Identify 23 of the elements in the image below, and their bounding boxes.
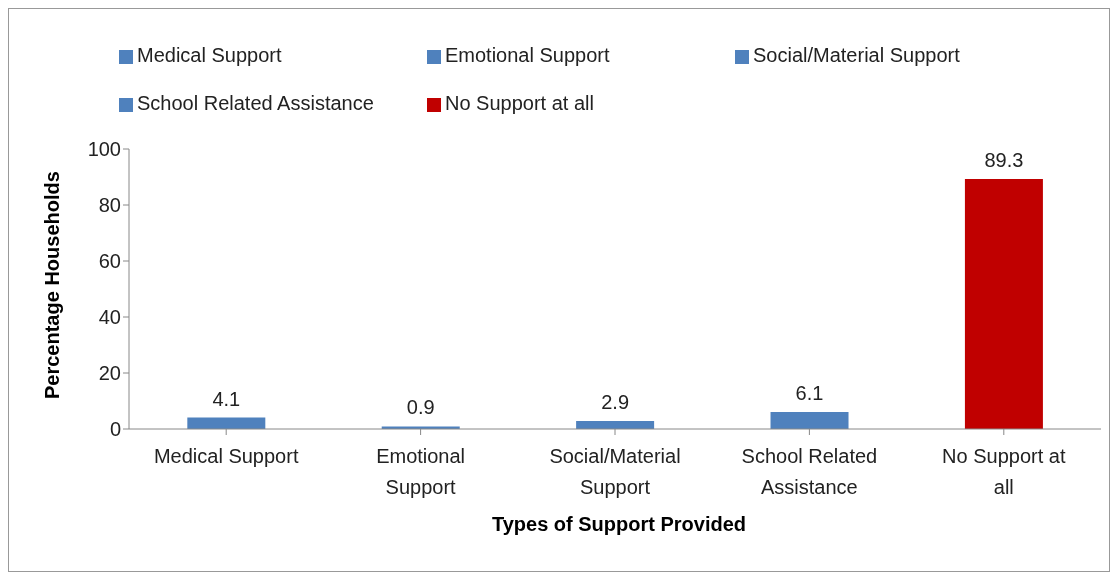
x-tick-label: School Related Assistance (741, 445, 878, 498)
x-axis-title: Types of Support Provided (490, 513, 748, 536)
data-label: 4.1 (212, 387, 241, 410)
y-tick-label: 100 (87, 138, 121, 161)
y-tick-label: 80 (98, 194, 121, 217)
legend-label: Medical Support (137, 43, 283, 68)
x-tick-label: Social/Material Support (549, 445, 681, 498)
y-tick-label: 40 (98, 306, 121, 329)
legend-label: Emotional Support (445, 43, 611, 68)
data-label: 6.1 (795, 381, 824, 404)
legend-label: No Support at all (445, 91, 595, 116)
x-tick-label: No Support at all (942, 445, 1066, 498)
y-axis-title: Percentage Households (41, 171, 64, 399)
y-tick-label: 20 (98, 362, 121, 385)
x-tick-label: Emotional Support (376, 445, 466, 498)
legend-label: School Related Assistance (137, 91, 375, 116)
data-label: 0.9 (406, 396, 435, 419)
legend-label: Social/Material Support (753, 43, 961, 68)
data-label: 89.3 (984, 148, 1024, 171)
x-tick-label: Medical Support (153, 445, 299, 467)
y-tick-label: 60 (98, 250, 121, 273)
y-tick-label: 0 (109, 418, 121, 441)
data-label: 2.9 (601, 390, 630, 413)
